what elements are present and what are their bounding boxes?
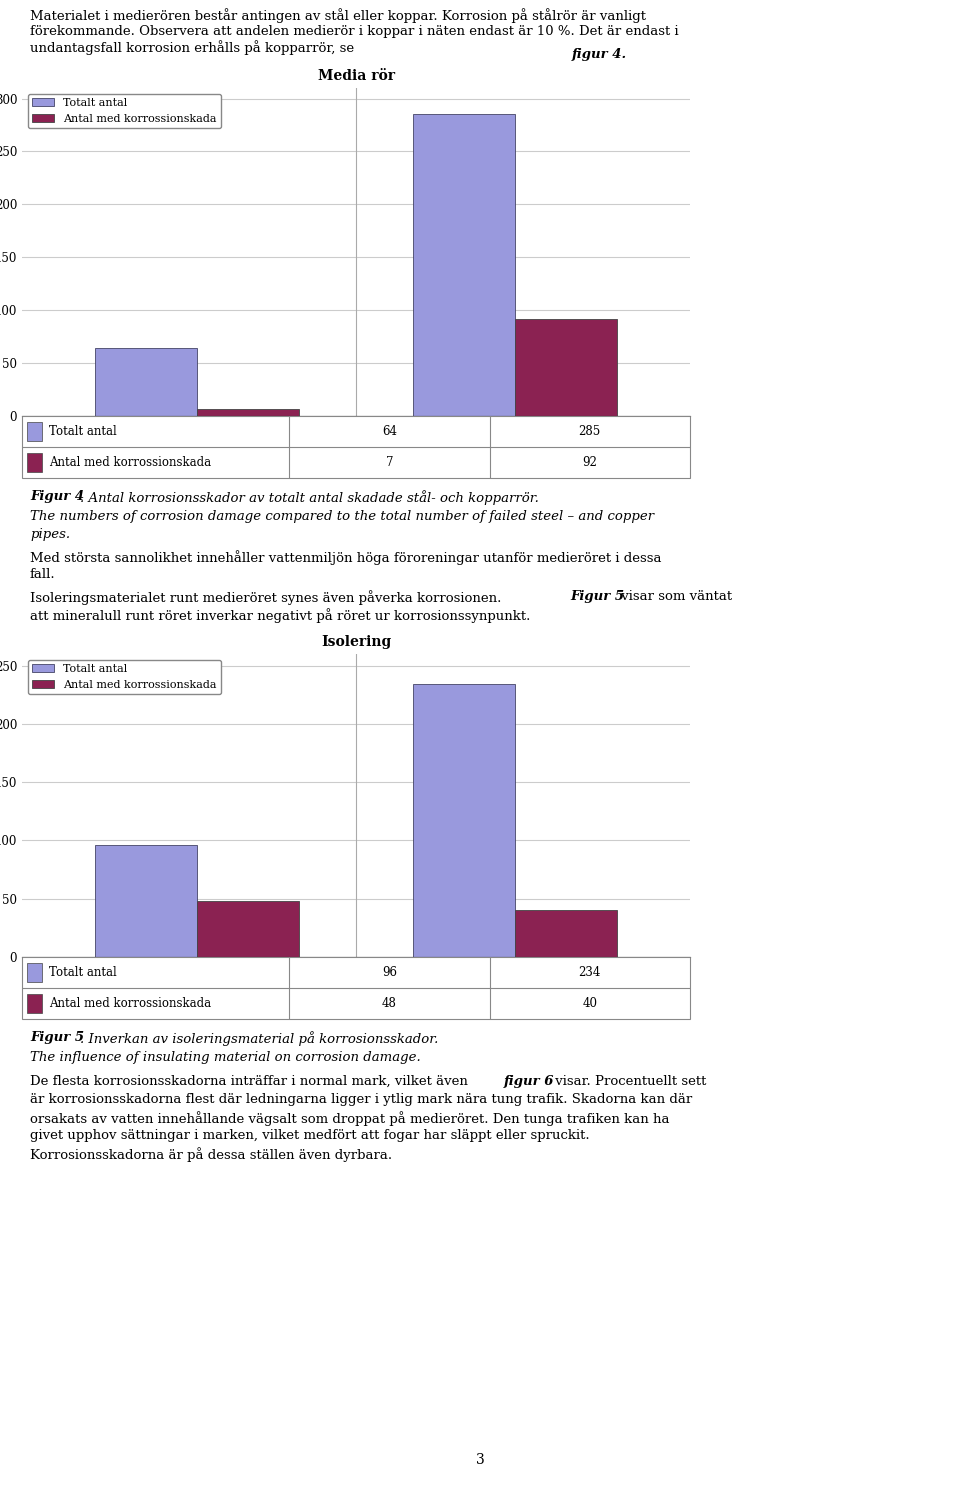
Legend: Totalt antal, Antal med korrossionskada: Totalt antal, Antal med korrossionskada <box>28 660 221 695</box>
Text: figur 4.: figur 4. <box>572 48 627 61</box>
Text: fall.: fall. <box>30 567 56 581</box>
Text: Figur 4: Figur 4 <box>30 490 84 503</box>
Text: 40: 40 <box>583 997 597 1010</box>
Text: 3: 3 <box>475 1454 485 1467</box>
Bar <box>516 319 617 416</box>
Text: Materialet i medierören består antingen av stål eller koppar. Korrosion på stålr: Materialet i medierören består antingen … <box>30 7 679 55</box>
Text: 285: 285 <box>579 425 601 439</box>
Text: Isoleringsmaterialet runt medieröret synes även påverka korrosionen.: Isoleringsmaterialet runt medieröret syn… <box>30 590 506 605</box>
Text: . Inverkan av isoleringsmaterial på korrosionsskador.: . Inverkan av isoleringsmaterial på korr… <box>80 1031 439 1046</box>
Text: orsakats av vatten innehållande vägsalt som droppat på medieröret. Den tunga tra: orsakats av vatten innehållande vägsalt … <box>30 1111 669 1126</box>
Text: De flesta korrosionsskadorna inträffar i normal mark, vilket även: De flesta korrosionsskadorna inträffar i… <box>30 1075 472 1088</box>
Text: 234: 234 <box>579 966 601 979</box>
Bar <box>27 994 42 1013</box>
Text: visar som väntat: visar som väntat <box>617 590 732 603</box>
Text: är korrosionsskadorna flest där ledningarna ligger i ytlig mark nära tung trafik: är korrosionsskadorna flest där ledninga… <box>30 1093 692 1106</box>
Text: Med största sannolikhet innehåller vattenmiljön höga föroreningar utanför medier: Med största sannolikhet innehåller vatte… <box>30 549 661 564</box>
Text: 96: 96 <box>382 966 396 979</box>
Bar <box>27 422 42 440</box>
Text: Antal med korrossionskada: Antal med korrossionskada <box>49 457 211 469</box>
Bar <box>197 409 299 416</box>
Bar <box>27 454 42 472</box>
Text: visar. Procentuellt sett: visar. Procentuellt sett <box>551 1075 707 1088</box>
Text: Antal med korrossionskada: Antal med korrossionskada <box>49 997 211 1010</box>
Title: Media rör: Media rör <box>318 69 395 82</box>
Text: pipes.: pipes. <box>30 528 70 540</box>
Text: 7: 7 <box>386 457 394 469</box>
Title: Isolering: Isolering <box>321 635 391 648</box>
Text: . Antal korrosionsskador av totalt antal skadade stål- och kopparrör.: . Antal korrosionsskador av totalt antal… <box>80 490 539 504</box>
Bar <box>27 963 42 982</box>
Text: The numbers of corrosion damage compared to the total number of failed steel – a: The numbers of corrosion damage compared… <box>30 510 654 522</box>
Legend: Totalt antal, Antal med korrossionskada: Totalt antal, Antal med korrossionskada <box>28 93 221 129</box>
Bar <box>516 910 617 957</box>
Text: The influence of insulating material on corrosion damage.: The influence of insulating material on … <box>30 1051 420 1064</box>
Text: Totalt antal: Totalt antal <box>49 425 116 439</box>
Text: givet upphov sättningar i marken, vilket medfört att fogar har släppt eller spru: givet upphov sättningar i marken, vilket… <box>30 1129 589 1142</box>
Text: 92: 92 <box>583 457 597 469</box>
Bar <box>197 901 299 957</box>
Bar <box>413 114 516 416</box>
Text: Totalt antal: Totalt antal <box>49 966 116 979</box>
Text: Korrosionsskadorna är på dessa ställen även dyrbara.: Korrosionsskadorna är på dessa ställen ä… <box>30 1147 392 1162</box>
Bar <box>413 684 516 957</box>
Text: 64: 64 <box>382 425 396 439</box>
Text: figur 6: figur 6 <box>504 1075 555 1088</box>
Text: 48: 48 <box>382 997 396 1010</box>
Text: att mineralull runt röret inverkar negativt på röret ur korrosionssynpunkt.: att mineralull runt röret inverkar negat… <box>30 608 530 623</box>
Bar <box>95 349 197 416</box>
Text: Figur 5: Figur 5 <box>30 1031 84 1043</box>
Text: Figur 5: Figur 5 <box>570 590 624 603</box>
Bar <box>95 846 197 957</box>
